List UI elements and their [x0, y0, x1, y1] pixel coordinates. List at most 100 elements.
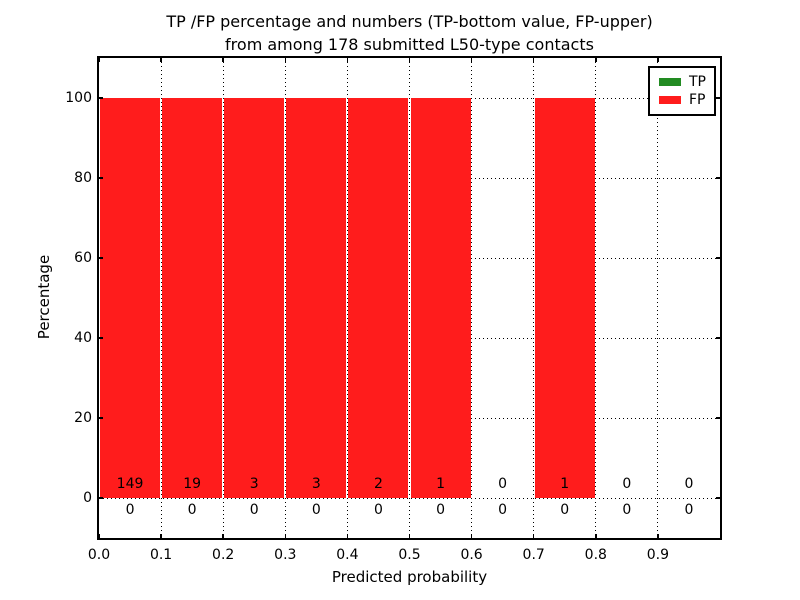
v-gridline — [222, 58, 224, 538]
y-tick-mark — [99, 257, 103, 259]
x-tick-label: 0.1 — [149, 547, 173, 563]
y-tick-label: 20 — [74, 410, 92, 426]
tp-count-label: 0 — [249, 502, 259, 518]
x-tick-mark — [346, 534, 349, 538]
x-tick-mark — [98, 58, 100, 62]
v-gridline — [160, 58, 162, 538]
y-tick-label: 40 — [74, 330, 92, 346]
h-gridline — [99, 97, 720, 99]
y-tick-label: 60 — [74, 250, 92, 266]
chart-title-line-2: from among 178 submitted L50-type contac… — [225, 35, 594, 54]
fp-bar — [410, 98, 471, 498]
x-tick-mark — [222, 534, 224, 538]
v-gridline — [471, 58, 473, 538]
x-tick-mark — [470, 534, 473, 538]
v-gridline — [284, 58, 286, 538]
x-tick-mark — [284, 534, 287, 538]
v-gridline — [409, 58, 410, 538]
tp-count-label: 0 — [684, 502, 694, 518]
fp-bar — [348, 98, 409, 498]
x-tick-mark — [595, 58, 597, 62]
x-tick-label: 0.0 — [87, 547, 111, 563]
fp-bar — [286, 98, 347, 498]
x-tick-label: 0.7 — [522, 547, 545, 563]
fp-count-label: 1 — [560, 476, 570, 493]
y-tick-mark — [716, 337, 720, 339]
fp-count-label: 0 — [622, 476, 632, 493]
x-tick-mark — [222, 58, 224, 62]
tp-count-label: 0 — [373, 502, 383, 518]
tp-count-label: 0 — [560, 502, 570, 518]
h-gridline — [99, 177, 720, 179]
y-tick-mark — [716, 497, 720, 499]
fp-count-label: 2 — [373, 476, 383, 493]
y-tick-label: 100 — [65, 90, 92, 106]
plot-area: TP FP 0 0 0 0 0 0 0 0 0 0 149 19 3 3 2 1 0 1 0 0 — [97, 56, 722, 540]
x-tick-label: 0.2 — [212, 547, 235, 563]
fp-legend-swatch — [659, 96, 681, 104]
fp-count-label: 0 — [498, 476, 508, 493]
fp-count-label: 3 — [249, 476, 259, 493]
v-gridline — [595, 58, 597, 538]
x-tick-mark — [284, 58, 287, 62]
chart-title: TP /FP percentage and numbers (TP-bottom… — [99, 10, 720, 56]
x-tick-label: 0.6 — [460, 547, 483, 563]
fp-count-label: 0 — [684, 476, 694, 493]
h-gridline — [99, 257, 720, 259]
y-tick-mark — [716, 257, 720, 259]
tp-legend-swatch — [659, 78, 681, 86]
y-tick-mark — [716, 177, 720, 179]
legend-entry-fp: FP — [659, 92, 706, 108]
h-gridline — [99, 497, 720, 499]
y-tick-label: 80 — [74, 170, 92, 186]
y-tick-mark — [99, 177, 103, 179]
x-tick-mark — [160, 58, 162, 62]
x-tick-mark — [408, 58, 411, 62]
y-tick-mark — [99, 497, 103, 499]
v-gridline — [657, 58, 659, 538]
fp-bar — [534, 98, 595, 498]
x-tick-mark — [98, 534, 100, 538]
y-tick-label: 0 — [83, 490, 92, 506]
x-tick-mark — [160, 534, 162, 538]
fp-count-label: 19 — [183, 476, 202, 493]
y-tick-mark — [716, 97, 720, 99]
tp-count-label: 0 — [125, 502, 135, 518]
x-axis-label: Predicted probability — [331, 568, 488, 586]
x-tick-label: 0.9 — [646, 547, 670, 563]
tp-legend-label: TP — [689, 74, 706, 90]
chart-title-line-1: TP /FP percentage and numbers (TP-bottom… — [166, 12, 653, 31]
tp-count-label: 0 — [622, 502, 632, 518]
legend: TP FP — [648, 66, 716, 116]
fp-legend-label: FP — [689, 92, 706, 108]
x-tick-mark — [470, 58, 473, 62]
legend-entry-tp: TP — [659, 74, 706, 90]
v-gridline — [533, 58, 535, 538]
x-tick-mark — [532, 534, 535, 538]
y-tick-mark — [716, 417, 720, 419]
tp-count-label: 0 — [187, 502, 197, 518]
x-tick-mark — [532, 58, 535, 62]
x-tick-label: 0.4 — [336, 547, 359, 563]
h-gridline — [99, 417, 720, 419]
y-tick-mark — [99, 417, 103, 419]
x-tick-mark — [346, 58, 349, 62]
fp-count-label: 1 — [436, 476, 445, 493]
tp-count-label: 0 — [498, 502, 508, 518]
v-gridline — [346, 58, 348, 538]
x-tick-label: 0.3 — [274, 547, 297, 563]
x-tick-mark — [657, 58, 659, 62]
x-tick-mark — [657, 534, 659, 538]
fp-bar — [162, 98, 223, 498]
fp-bar — [224, 98, 285, 498]
h-gridline — [99, 337, 720, 339]
tp-count-label: 0 — [311, 502, 321, 518]
x-tick-label: 0.5 — [398, 547, 421, 563]
x-tick-label: 0.8 — [584, 547, 607, 563]
fp-count-label: 149 — [116, 476, 144, 493]
x-tick-mark — [408, 534, 411, 538]
y-tick-mark — [99, 337, 103, 339]
tp-count-label: 0 — [436, 502, 445, 518]
x-tick-mark — [595, 534, 597, 538]
